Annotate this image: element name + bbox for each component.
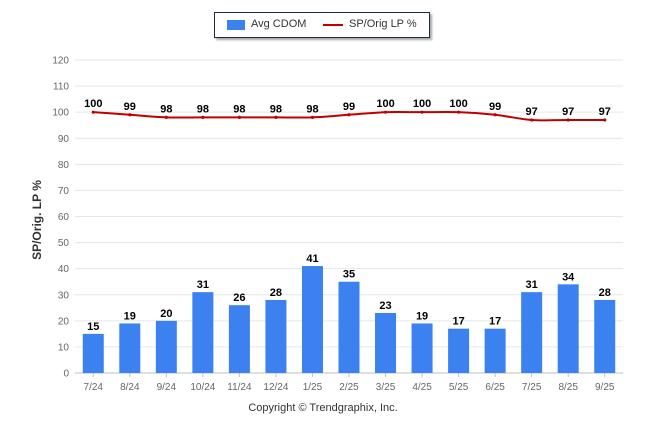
bar-value-label: 41 (306, 253, 318, 265)
line-value-label: 99 (343, 101, 355, 113)
line-value-label: 100 (376, 98, 394, 110)
y-tick-label: 100 (52, 108, 69, 119)
x-tick-label: 9/25 (595, 382, 615, 393)
line-point-8/24 (128, 113, 132, 117)
bar-1/25 (301, 266, 323, 373)
x-tick-label: 10/24 (190, 382, 215, 393)
bar-2/25 (338, 281, 360, 373)
line-value-label: 98 (160, 103, 172, 115)
y-tick-label: 10 (58, 342, 70, 353)
bar-value-label: 31 (526, 279, 538, 291)
y-tick-label: 30 (58, 290, 70, 301)
y-tick-label: 60 (58, 212, 70, 223)
line-value-label: 97 (526, 106, 538, 118)
bar-value-label: 31 (197, 279, 209, 291)
bar-10/24 (192, 292, 214, 373)
line-point-7/25 (530, 118, 534, 122)
bar-8/25 (557, 284, 579, 373)
y-tick-label: 120 (52, 56, 69, 67)
line-value-label: 99 (489, 101, 501, 113)
bar-8/24 (119, 323, 141, 373)
bar-3/25 (375, 313, 397, 373)
bar-value-label: 34 (562, 271, 575, 283)
line-point-5/25 (457, 110, 461, 114)
legend-label-sp-orig-lp: SP/Orig LP % (349, 18, 417, 30)
bar-value-label: 17 (489, 316, 501, 328)
bar-value-label: 17 (452, 316, 464, 328)
bar-value-label: 35 (343, 269, 355, 281)
bar-9/25 (594, 299, 616, 373)
x-tick-label: 3/25 (376, 382, 396, 393)
bar-value-label: 28 (270, 287, 282, 299)
line-point-2/25 (347, 113, 351, 117)
line-point-8/25 (566, 118, 570, 122)
bar-5/25 (448, 328, 470, 373)
x-tick-label: 12/24 (263, 382, 288, 393)
bar-12/24 (265, 299, 287, 373)
legend-label-avg-cdom: Avg CDOM (251, 18, 307, 30)
line-value-label: 100 (84, 98, 102, 110)
bar-4/25 (411, 323, 433, 373)
y-tick-label: 50 (58, 238, 70, 249)
bar-value-label: 20 (160, 308, 172, 320)
x-tick-label: 8/24 (120, 382, 140, 393)
x-tick-label: 11/24 (227, 382, 252, 393)
x-tick-label: 1/25 (303, 382, 323, 393)
line-value-label: 100 (449, 98, 467, 110)
line-value-label: 99 (124, 101, 136, 113)
line-value-label: 98 (233, 103, 245, 115)
bar-9/24 (155, 320, 177, 373)
line-point-6/25 (493, 113, 497, 117)
legend: Avg CDOM SP/Orig LP % (214, 12, 430, 38)
bar-7/24 (82, 333, 104, 373)
legend-swatch-avg-cdom (227, 20, 245, 30)
y-tick-label: 110 (53, 82, 69, 93)
bar-value-label: 28 (599, 287, 611, 299)
line-value-label: 100 (413, 98, 431, 110)
bar-value-label: 15 (87, 321, 99, 333)
line-point-12/24 (274, 115, 278, 119)
x-tick-label: 7/24 (84, 382, 104, 393)
x-tick-label: 5/25 (449, 382, 469, 393)
line-point-3/25 (383, 110, 388, 114)
bar-value-label: 26 (233, 292, 245, 304)
y-tick-label: 90 (58, 134, 70, 145)
line-point-11/24 (237, 115, 241, 119)
bar-7/25 (521, 292, 543, 373)
copyright-text: Copyright © Trendgraphix, Inc. (248, 402, 398, 414)
line-value-label: 97 (562, 106, 574, 118)
y-tick-label: 20 (58, 316, 70, 327)
y-tick-label: 80 (58, 160, 70, 171)
bar-value-label: 23 (379, 300, 391, 312)
y-axis-label: SP/Orig. LP % (30, 180, 44, 260)
line-value-label: 98 (270, 103, 282, 115)
line-point-9/25 (603, 118, 607, 122)
y-tick-label: 40 (58, 264, 70, 275)
bar-11/24 (228, 305, 250, 373)
x-tick-label: 4/25 (412, 382, 432, 393)
bar-value-label: 19 (416, 310, 428, 322)
legend-swatch-sp-orig-lp (323, 24, 343, 26)
line-point-7/24 (91, 110, 95, 114)
line-point-9/24 (164, 115, 168, 119)
bar-6/25 (484, 328, 506, 373)
x-tick-label: 7/25 (522, 382, 542, 393)
x-tick-label: 2/25 (339, 382, 359, 393)
line-point-4/25 (420, 110, 424, 114)
bar-value-label: 19 (124, 310, 136, 322)
x-tick-label: 8/25 (558, 382, 578, 393)
y-tick-label: 0 (63, 369, 69, 380)
line-value-label: 98 (306, 103, 318, 115)
x-tick-label: 6/25 (485, 382, 505, 393)
y-tick-label: 70 (58, 186, 70, 197)
line-value-label: 98 (197, 103, 209, 115)
line-point-1/25 (310, 115, 315, 119)
line-value-label: 97 (599, 106, 611, 118)
line-point-10/24 (201, 115, 205, 119)
x-tick-label: 9/24 (157, 382, 177, 393)
